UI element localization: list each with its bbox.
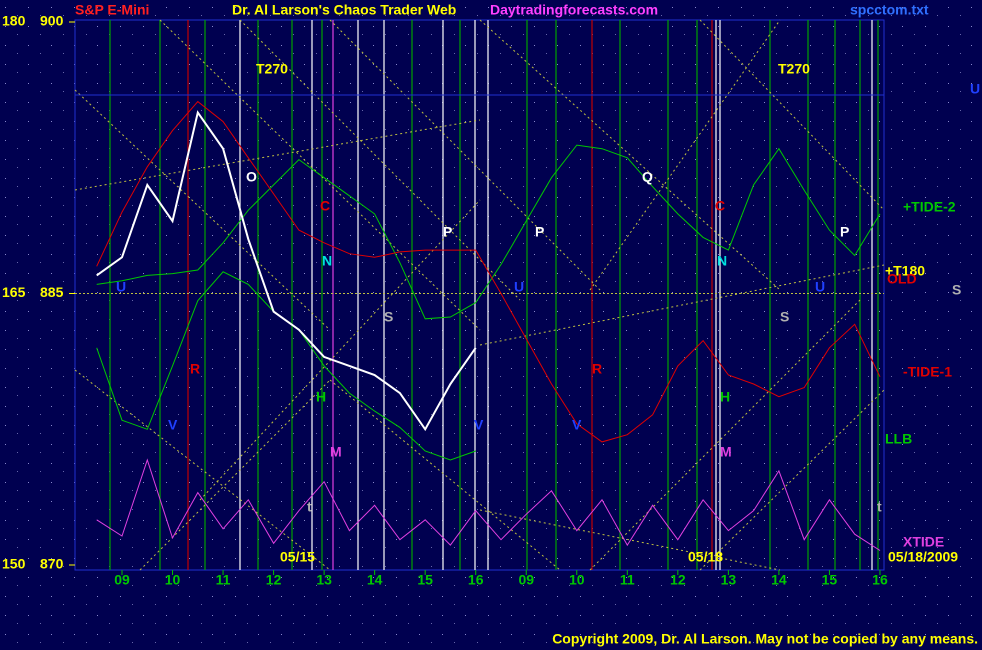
series-line bbox=[96, 144, 881, 320]
annotation: V bbox=[474, 417, 484, 433]
legend-label: XTIDE bbox=[903, 534, 944, 550]
lattice-line bbox=[74, 369, 331, 571]
lattice-line bbox=[589, 299, 861, 571]
annotation: P bbox=[535, 224, 544, 240]
plot-frame bbox=[74, 19, 885, 571]
annotation: +T180 bbox=[885, 263, 925, 279]
date-label: 05/18/2009 bbox=[888, 549, 958, 565]
annotation: U bbox=[514, 279, 524, 295]
x-tick-label: 15 bbox=[822, 572, 838, 588]
legend-label: -TIDE-1 bbox=[903, 364, 952, 380]
lattice-line bbox=[479, 509, 781, 571]
annotation: T270 bbox=[256, 61, 288, 77]
annotation: P bbox=[443, 224, 452, 240]
lattice-line bbox=[589, 19, 781, 291]
series-line bbox=[96, 110, 477, 432]
annotation: N bbox=[322, 253, 332, 269]
y-tick-label: 900 bbox=[40, 13, 64, 29]
file-name: spcctom.txt bbox=[850, 2, 929, 18]
annotation: V bbox=[168, 417, 178, 433]
y-tick-label: 870 bbox=[40, 556, 64, 572]
decoration bbox=[74, 19, 885, 571]
lattice-line bbox=[159, 19, 481, 331]
x-tick-label: 15 bbox=[417, 572, 433, 588]
annotation: Q bbox=[642, 169, 653, 185]
annotation: V bbox=[572, 417, 582, 433]
x-tick-label: 11 bbox=[620, 572, 635, 588]
series-line bbox=[96, 100, 881, 443]
annotation: C bbox=[320, 198, 330, 214]
site-name: Daytradingforecasts.com bbox=[490, 2, 658, 18]
x-tick-label: 14 bbox=[771, 572, 787, 588]
annotation: S bbox=[780, 309, 789, 325]
annotation: C bbox=[715, 198, 725, 214]
legend-label: +TIDE-2 bbox=[903, 199, 956, 215]
x-tick-label: 12 bbox=[670, 572, 686, 588]
lattice-line bbox=[479, 264, 885, 346]
annotation: t bbox=[307, 499, 312, 515]
x-tick-label: 10 bbox=[569, 572, 585, 588]
x-tick-label: 09 bbox=[114, 572, 130, 588]
annotation: U bbox=[116, 279, 126, 295]
lattice-line bbox=[74, 119, 481, 191]
annotation: U bbox=[970, 81, 980, 97]
chart-title: S&P E-Mini bbox=[75, 2, 149, 18]
annotation: OLD bbox=[887, 271, 917, 287]
x-tick-label: 13 bbox=[721, 572, 737, 588]
annotation: M bbox=[720, 444, 732, 460]
x-tick-label: 16 bbox=[468, 572, 484, 588]
y2-tick-label: 180 bbox=[2, 13, 26, 29]
annotation: O bbox=[246, 169, 257, 185]
annotation: S bbox=[952, 282, 961, 298]
date-label: 05/18 bbox=[688, 549, 723, 565]
annotation: H bbox=[720, 389, 730, 405]
y2-tick-label: 165 bbox=[2, 284, 26, 300]
legend-label: LLB bbox=[885, 431, 912, 447]
lattice-line bbox=[329, 19, 601, 291]
x-tick-label: 11 bbox=[216, 572, 231, 588]
annotation: S bbox=[384, 309, 393, 325]
lattice-line bbox=[239, 19, 521, 301]
annotation: P bbox=[840, 224, 849, 240]
x-tick-label: 16 bbox=[872, 572, 888, 588]
y-tick-label: 885 bbox=[40, 284, 64, 300]
chart-subtitle: Dr. Al Larson's Chaos Trader Web bbox=[232, 2, 456, 18]
x-tick-label: 09 bbox=[518, 572, 534, 588]
date-label: 05/15 bbox=[280, 549, 315, 565]
annotation: T270 bbox=[778, 61, 810, 77]
annotation: N bbox=[717, 253, 727, 269]
x-tick-label: 13 bbox=[316, 572, 332, 588]
x-tick-label: 12 bbox=[266, 572, 282, 588]
x-tick-label: 14 bbox=[367, 572, 383, 588]
annotation: R bbox=[592, 361, 602, 377]
annotation: H bbox=[316, 389, 326, 405]
copyright: Copyright 2009, Dr. Al Larson. May not b… bbox=[552, 631, 978, 647]
annotation: t bbox=[877, 499, 882, 515]
annotation: U bbox=[815, 279, 825, 295]
lattice-line bbox=[699, 19, 885, 211]
annotation: R bbox=[190, 361, 200, 377]
y2-tick-label: 150 bbox=[2, 556, 26, 572]
x-tick-label: 10 bbox=[165, 572, 181, 588]
series-line bbox=[96, 458, 881, 551]
annotation: M bbox=[330, 444, 342, 460]
lattice-line bbox=[74, 89, 331, 331]
